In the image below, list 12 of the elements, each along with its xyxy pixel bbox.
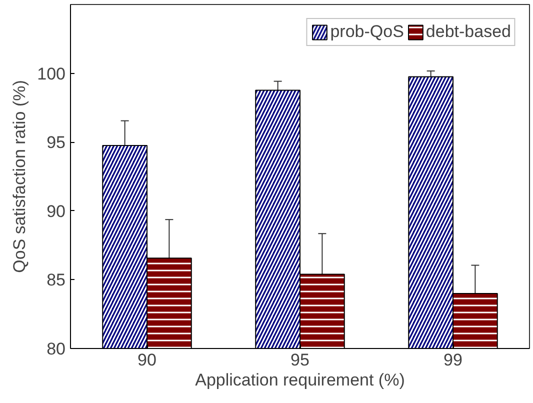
y-tick-label: 95 <box>46 133 66 152</box>
x-tick-label: 95 <box>290 350 310 370</box>
x-axis-title: Application requirement (%) <box>195 370 405 390</box>
y-tick-label: 100 <box>37 64 66 84</box>
x-tick-label: 99 <box>444 350 462 370</box>
y-tick-label: 80 <box>46 340 66 358</box>
y-tick-label: 90 <box>46 202 66 221</box>
legend-label: debt-based <box>426 22 511 42</box>
y-tick-label: 85 <box>46 270 66 290</box>
y-axis-title: QoS satisfaction ratio (%) <box>10 80 30 273</box>
legend-label: prob-QoS <box>330 22 404 42</box>
x-tick-label: 90 <box>138 350 156 370</box>
